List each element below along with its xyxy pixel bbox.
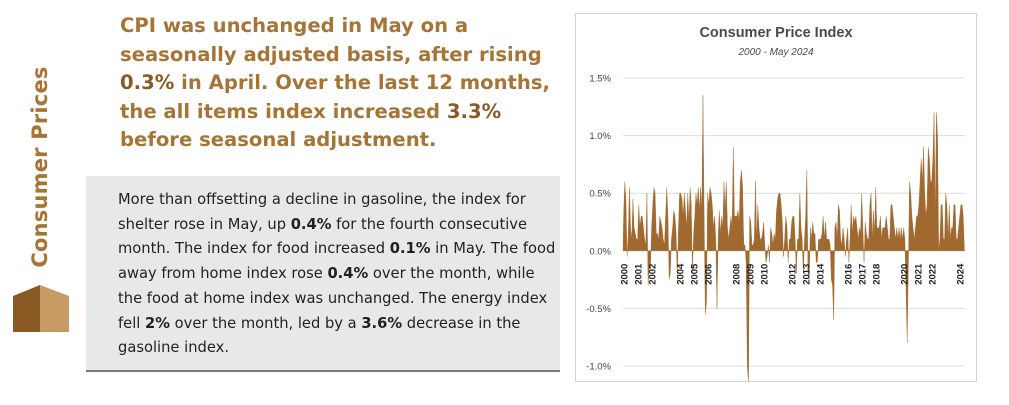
- text-run: decrease in the gasoline index.: [118, 314, 521, 357]
- x-tick-label: 2010: [760, 264, 771, 285]
- x-tick-label: 2012: [788, 264, 799, 285]
- sidebar-title-text: Consumer Prices: [28, 66, 52, 268]
- y-tick-label: 0.0%: [589, 246, 611, 257]
- x-tick-label: 2006: [704, 264, 715, 285]
- x-tick-label: 2008: [732, 264, 743, 285]
- x-tick-label: 2013: [802, 264, 813, 285]
- highlight-figure: 0.1%: [389, 240, 431, 258]
- x-tick-label: 2005: [690, 263, 701, 285]
- text-run: before seasonal adjustment.: [120, 128, 437, 151]
- y-tick-label: 0.5%: [589, 189, 611, 200]
- x-tick-label: 2004: [676, 263, 687, 285]
- chart-series-area: [622, 95, 966, 381]
- highlight-figure: 2%: [145, 314, 170, 332]
- highlight-figure: 0.3%: [120, 71, 175, 94]
- cpi-chart: Consumer Price Index 2000 - May 2024 1.5…: [575, 13, 977, 382]
- text-run: More than offsetting a decline in gasoli…: [118, 191, 526, 233]
- text-run: in May. The food away from home index ro…: [118, 240, 556, 283]
- logo-right-face: [40, 285, 69, 332]
- consumer-prices-logo-icon: [13, 285, 69, 332]
- x-tick-label: 2009: [746, 264, 757, 285]
- highlight-figure: 0.4%: [290, 215, 332, 233]
- y-tick-label: -0.5%: [586, 304, 611, 315]
- x-tick-label: 2022: [928, 264, 939, 285]
- headline-summary: CPI was unchanged in May on a seasonally…: [120, 12, 560, 155]
- x-tick-label: 2014: [816, 263, 827, 285]
- chart-subtitle: 2000 - May 2024: [737, 47, 813, 58]
- detail-panel: [86, 176, 560, 371]
- chart-y-axis: 1.5% 1.0% 0.5% 0.0% -0.5% -1.0%: [586, 74, 611, 373]
- cpi-series-area: [622, 95, 966, 381]
- x-tick-label: 2020: [900, 264, 911, 285]
- y-tick-label: -1.0%: [586, 362, 611, 373]
- x-tick-label: 2024: [956, 263, 967, 285]
- x-tick-label: 2002: [648, 264, 659, 285]
- x-tick-label: 2021: [914, 263, 925, 285]
- x-tick-label: 2017: [858, 264, 869, 285]
- x-tick-label: 2016: [844, 264, 855, 285]
- x-tick-label: 2001: [634, 263, 645, 285]
- text-run: for the fourth consecutive month. The in…: [118, 215, 528, 258]
- chart-x-axis: 2000 2001 2002 2004 2005 2006 2008 2009 2010 2012…: [620, 263, 967, 285]
- highlight-figure: 0.4%: [327, 265, 369, 283]
- sidebar-title: Consumer Prices: [22, 62, 58, 272]
- highlight-figure: 3.3%: [446, 99, 502, 123]
- detail-paragraph: More than offsetting a decline in gasoli…: [118, 188, 558, 361]
- text-run: over the month, led by a: [169, 314, 362, 332]
- logo-left-face: [13, 285, 40, 332]
- text-run: over the month, while the food at home i…: [118, 265, 548, 332]
- detail-panel-divider: [86, 370, 560, 372]
- cpi-chart-svg: Consumer Price Index 2000 - May 2024 1.5…: [586, 25, 967, 381]
- y-tick-label: 1.0%: [589, 131, 611, 142]
- x-tick-label: 2000: [620, 264, 631, 285]
- highlight-figure: 3.6%: [361, 314, 403, 332]
- text-run: in April. Over the last 12 months, the a…: [120, 71, 550, 123]
- chart-title: Consumer Price Index: [699, 25, 852, 41]
- x-tick-label: 2018: [872, 264, 883, 285]
- text-run: CPI was unchanged in May on a seasonally…: [120, 14, 542, 66]
- y-tick-label: 1.5%: [589, 74, 611, 85]
